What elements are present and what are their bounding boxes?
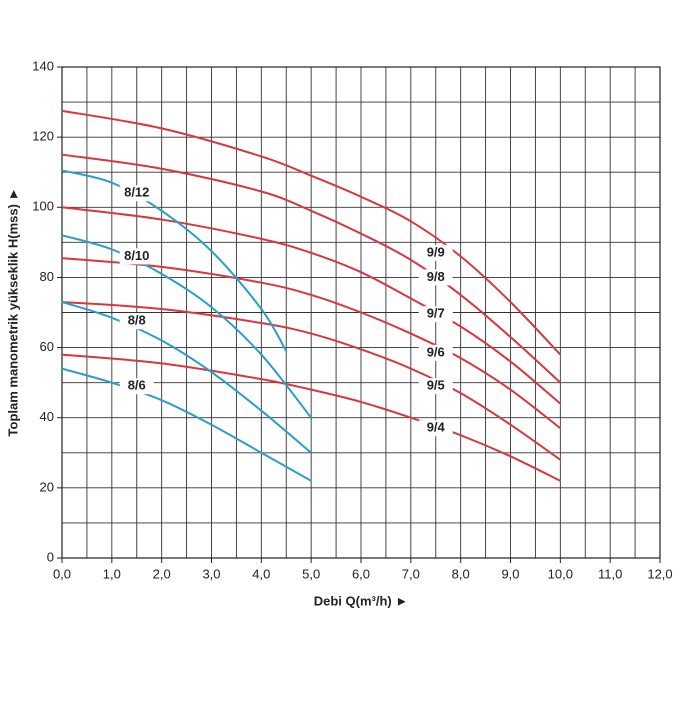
x-tick-label: 12,0 [647,566,672,581]
curve [61,234,312,419]
y-tick-label: 20 [40,479,54,494]
curve [61,257,561,430]
curve-label: 9/8 [427,269,445,284]
curve-label-bg [119,248,154,265]
curve-label-bg [418,244,453,261]
x-tick-label: 11,0 [598,566,622,581]
x-tick-label: 9,0 [501,566,519,581]
x-tick-label: 6,0 [352,566,370,581]
x-tick-label: 4,0 [252,566,270,581]
x-tick-label: 1,0 [103,566,121,581]
curve-label: 8/8 [128,313,146,328]
curve-label: 9/9 [427,244,445,259]
curve-label-bg [119,378,154,395]
x-tick-label: 7,0 [402,566,420,581]
curve [61,153,562,384]
curve-label: 9/7 [427,306,445,321]
curve-label: 9/5 [427,378,445,393]
curve-label-bg [119,313,154,330]
y-tick-label: 0 [47,549,54,564]
y-tick-label: 120 [32,129,54,144]
curve-label: 8/10 [124,248,149,263]
curve-label-bg [418,269,453,286]
curve-label: 8/6 [128,378,146,393]
curve [61,353,561,482]
x-axis-label: Debi Q(m³/h) ► [314,593,408,608]
curve [61,206,561,405]
x-tick-label: 2,0 [153,566,171,581]
curve-label-bg [119,185,154,202]
x-tick-label: 10,0 [548,566,573,581]
y-tick-label: 140 [32,58,54,73]
y-tick-label: 80 [40,269,54,284]
y-axis-label: Toplam manometrik yükseklik H(mss) ► [5,188,20,437]
curve-label-bg [418,344,453,361]
curve-label: 9/4 [427,420,446,435]
y-tick-label: 40 [40,409,54,424]
curve-label: 8/12 [124,185,149,200]
curve-label-bg [418,306,453,323]
curve [61,300,561,461]
curve [61,367,312,482]
curve-label-bg [418,378,453,395]
y-tick-label: 100 [32,199,54,214]
curve [61,301,312,454]
x-tick-label: 3,0 [202,566,220,581]
x-tick-label: 8,0 [452,566,470,581]
curve-label: 9/6 [427,344,445,359]
y-tick-label: 60 [40,339,54,354]
x-tick-label: 0,0 [53,566,71,581]
curve-label-bg [418,420,453,437]
curve [61,109,562,356]
curve [61,169,288,352]
x-tick-label: 5,0 [302,566,320,581]
